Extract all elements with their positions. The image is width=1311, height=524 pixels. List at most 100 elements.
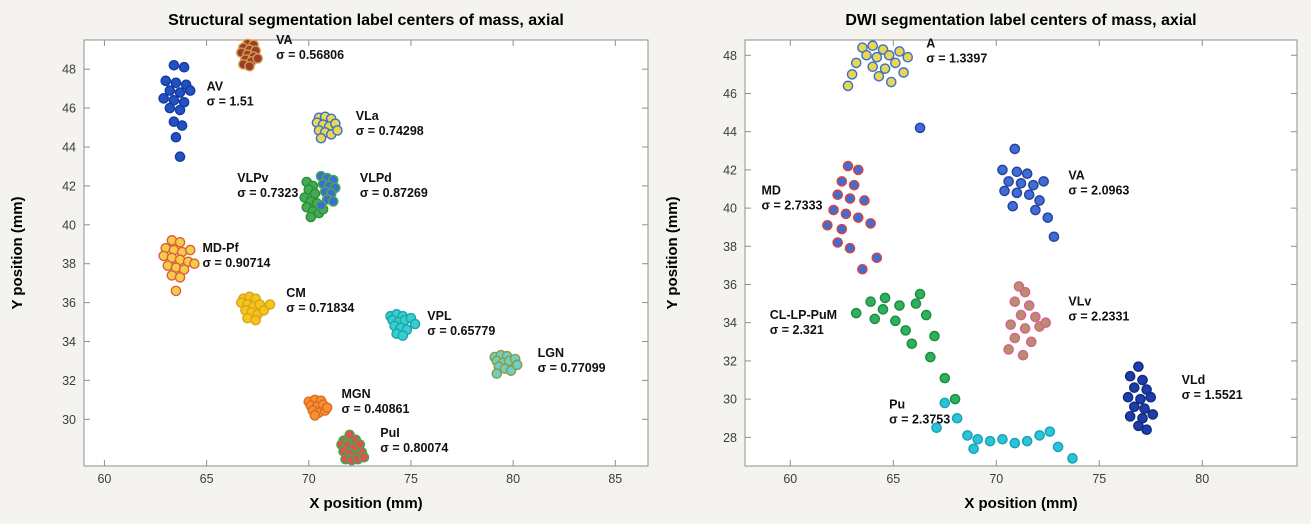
cluster-label: VLd σ = 1.5521 (1182, 373, 1243, 402)
x-tick-label: 60 (783, 472, 797, 486)
scatter-point (264, 299, 276, 310)
cluster-sigma: σ = 2.321 (770, 323, 824, 337)
scatter-point (170, 131, 182, 143)
scatter-point (879, 292, 891, 304)
chart-dwi: 60 65 70 75 80 28 30 32 34 36 38 40 42 44 46 48 DWI segm… (655, 0, 1311, 519)
cluster-label: PuI σ = 0.80074 (380, 426, 448, 455)
scatter-point (1030, 204, 1041, 216)
cluster-cl-lp-pum: CL-LP-PuM σ = 2.321 (770, 288, 961, 405)
scatter-point (914, 288, 926, 300)
cluster-name: VLPv (237, 171, 268, 185)
scatter-point (1040, 317, 1052, 329)
cluster-label: MD σ = 2.7333 (761, 184, 822, 213)
x-axis-label: X position (mm) (309, 495, 422, 512)
cluster-name: VA (1068, 168, 1084, 182)
y-tick-label: 42 (62, 179, 76, 193)
scatter-point (1122, 391, 1134, 403)
cluster-vla: VLa σ = 0.74298 (311, 109, 424, 144)
y-tick-label: 36 (723, 278, 737, 292)
plot-box (744, 39, 1298, 467)
scatter-point (836, 176, 848, 187)
x-tick-label: 80 (1195, 472, 1209, 486)
cluster-sigma: σ = 2.3753 (889, 413, 950, 427)
scatter-point (914, 122, 926, 134)
scatter-point (846, 69, 858, 80)
y-tick-label: 38 (723, 240, 737, 254)
cluster-name: PuI (380, 426, 399, 440)
y-tick-label: 40 (62, 218, 76, 232)
scatter-point (309, 410, 321, 421)
cluster-name: A (926, 37, 935, 51)
scatter-point (848, 179, 860, 191)
scatter-point (997, 433, 1008, 445)
cluster-name: VLd (1182, 373, 1206, 387)
scatter-point (910, 298, 922, 309)
scatter-point (1021, 435, 1033, 447)
scatter-point (890, 57, 901, 69)
cluster-vpl: VPL σ = 0.65779 (385, 308, 495, 341)
scatter-point (174, 272, 186, 283)
cluster-av: AV σ = 1.51 (158, 59, 254, 163)
y-tick-label: 42 (723, 163, 737, 177)
scatter-point (1009, 437, 1021, 449)
scatter-point (1042, 212, 1054, 223)
scatter-point (1034, 430, 1045, 441)
cluster-name: VPL (427, 309, 452, 323)
scatter-point (842, 80, 854, 92)
cluster-va: VA σ = 0.56806 (236, 33, 344, 72)
cluster-vlpv: VLPv σ = 0.7323 (237, 171, 329, 223)
x-tick-label: 60 (97, 472, 111, 486)
scatter-point (160, 75, 172, 87)
scatter-point (328, 196, 339, 207)
y-tick-label: 30 (723, 393, 737, 407)
scatter-point (1003, 176, 1014, 187)
scatter-point (865, 218, 876, 229)
cluster-pui: PuI σ = 0.80074 (336, 426, 448, 466)
tick-labels: 60 65 70 75 80 85 30 32 34 36 38 40 42 44 46 48 (62, 63, 622, 486)
cluster-name: MGN (341, 387, 370, 401)
scatter-point (902, 51, 914, 63)
chart-title: Structural segmentation label centers of… (168, 12, 564, 29)
scatter-point (491, 368, 503, 379)
cluster-vld: VLd σ = 1.5521 (1122, 361, 1243, 436)
y-axis-label: Y position (mm) (9, 196, 26, 309)
cluster-label: VLPv σ = 0.7323 (237, 171, 298, 200)
cluster-lgn: LGN σ = 0.77099 (489, 346, 606, 379)
cluster-name: AV (207, 80, 224, 94)
cluster-md-pf: MD-Pf σ = 0.90714 (158, 235, 271, 297)
scatter-point (1009, 143, 1021, 155)
scatter-point (1009, 296, 1021, 308)
x-tick-label: 80 (506, 472, 520, 486)
scatter-point (1139, 403, 1150, 414)
scatter-point (305, 211, 317, 223)
scatter-point (925, 351, 936, 363)
scatter-point (1048, 231, 1060, 243)
y-tick-label: 44 (62, 140, 76, 154)
scatter-point (511, 359, 523, 371)
scatter-point (168, 59, 180, 71)
scatter-point (1021, 168, 1033, 180)
x-tick-label: 65 (886, 472, 900, 486)
cluster-label: VA σ = 2.0963 (1068, 168, 1129, 197)
y-tick-label: 44 (723, 125, 737, 139)
scatter-point (836, 223, 848, 235)
scatter-point (1038, 176, 1049, 187)
scatter-point (164, 85, 176, 96)
scatter-point (931, 422, 942, 434)
scatter-point (869, 313, 881, 325)
cluster-label: MGN σ = 0.40861 (341, 387, 409, 416)
scatter-point (883, 49, 895, 61)
y-tick-label: 48 (723, 49, 737, 63)
scatter-point (844, 193, 856, 204)
scatter-point (170, 285, 182, 297)
scatter-point (920, 309, 932, 321)
scatter-point (1019, 323, 1031, 334)
cluster-label: CM σ = 0.71834 (286, 286, 354, 315)
cluster-sigma: σ = 0.7323 (237, 186, 298, 200)
scatter-point (358, 451, 370, 463)
cluster-va: VA σ = 2.0963 (914, 122, 1129, 243)
y-tick-label: 34 (62, 335, 76, 349)
scatter-point (939, 372, 951, 384)
